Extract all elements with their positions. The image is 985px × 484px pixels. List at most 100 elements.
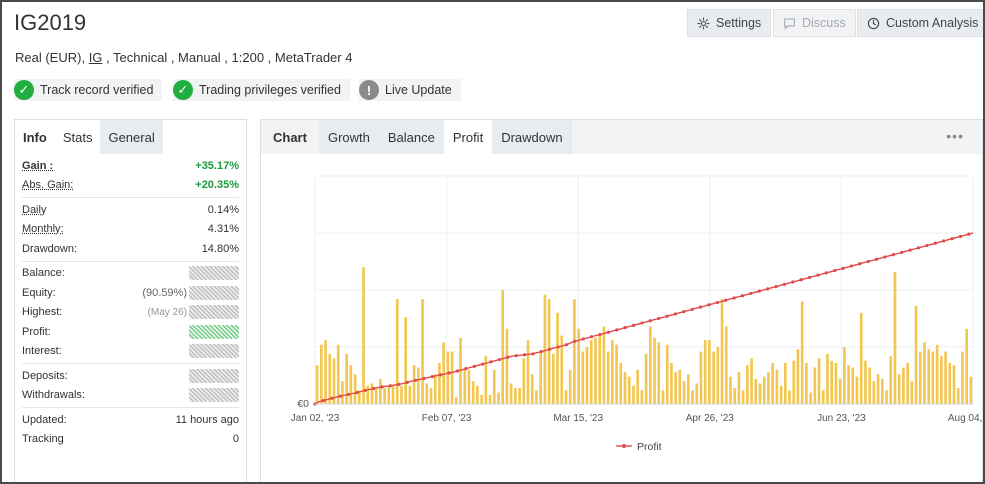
hidden-value bbox=[189, 344, 239, 359]
stat-label[interactable]: Abs. Gain: bbox=[22, 179, 74, 192]
profit-bar bbox=[906, 362, 909, 404]
profit-bar bbox=[484, 356, 488, 404]
profit-bar bbox=[830, 360, 834, 404]
trading-privileges-badge: ✓ Trading privileges verified bbox=[173, 79, 350, 101]
profit-bar bbox=[729, 376, 732, 404]
line-point bbox=[631, 323, 636, 327]
stat-label: Deposits: bbox=[22, 369, 68, 382]
profit-bar bbox=[539, 351, 542, 404]
hidden-value bbox=[189, 285, 239, 300]
stat-value: 11 hours ago bbox=[175, 413, 239, 426]
stat-row-daily: Daily 0.14% bbox=[15, 200, 246, 220]
line-point bbox=[849, 264, 854, 268]
profit-bar bbox=[501, 290, 505, 404]
profit-bar bbox=[463, 369, 467, 404]
line-point bbox=[833, 269, 837, 273]
profit-chart: €0 Jan 02, '23 Feb 07, '23 Mar 15, '23 Apr 2… bbox=[291, 175, 982, 453]
profit-bar bbox=[935, 344, 939, 404]
line-point bbox=[615, 328, 619, 332]
stat-value: 14.80% bbox=[201, 242, 239, 255]
line-point bbox=[506, 355, 510, 359]
tab-balance[interactable]: Balance bbox=[378, 120, 444, 154]
profit-bar bbox=[400, 385, 403, 404]
profit-bar bbox=[383, 388, 386, 404]
profit-bar bbox=[686, 374, 690, 404]
profit-bar bbox=[653, 337, 656, 404]
equity-percent: (90.59%) bbox=[142, 286, 187, 299]
profit-bar bbox=[674, 372, 677, 404]
line-point bbox=[824, 271, 828, 275]
tab-profit[interactable]: Profit bbox=[443, 120, 493, 154]
tab-general[interactable]: General bbox=[100, 120, 163, 154]
tab-drawdown[interactable]: Drawdown bbox=[492, 120, 572, 154]
line-point bbox=[573, 339, 577, 343]
profit-bar bbox=[893, 271, 897, 404]
profit-bar bbox=[509, 383, 513, 404]
line-point bbox=[330, 396, 334, 400]
profit-bar bbox=[615, 344, 618, 404]
profit-bar bbox=[370, 383, 374, 404]
profit-bar bbox=[788, 390, 791, 404]
divider bbox=[22, 197, 239, 198]
custom-analysis-button[interactable]: Custom Analysis bbox=[857, 9, 983, 37]
discuss-button[interactable]: Discuss bbox=[773, 9, 856, 37]
line-point bbox=[397, 382, 401, 386]
line-point bbox=[883, 255, 887, 259]
profit-bar bbox=[923, 342, 926, 404]
stat-label[interactable]: Monthly: bbox=[22, 223, 64, 236]
line-point bbox=[858, 262, 862, 266]
profit-bar bbox=[315, 365, 319, 404]
x-tick-label: Feb 07, '23 bbox=[422, 413, 472, 424]
settings-button[interactable]: Settings bbox=[687, 9, 772, 37]
stat-value: 0.14% bbox=[207, 203, 239, 216]
profit-bar bbox=[526, 340, 530, 404]
profit-bar bbox=[623, 372, 627, 404]
profit-bar bbox=[779, 385, 783, 404]
stat-label[interactable]: Daily bbox=[22, 203, 47, 216]
tab-stats[interactable]: Stats bbox=[62, 129, 93, 145]
page-title: IG2019 bbox=[14, 10, 87, 35]
line-point bbox=[455, 369, 460, 373]
profit-bar bbox=[492, 369, 496, 404]
profit-bar bbox=[805, 362, 808, 404]
line-point bbox=[623, 326, 627, 330]
line-point bbox=[581, 337, 585, 341]
line-point bbox=[321, 398, 325, 403]
tab-growth[interactable]: Growth bbox=[318, 120, 379, 154]
profit-bar bbox=[864, 360, 867, 404]
profit-bar bbox=[404, 317, 407, 404]
broker-link[interactable]: IG bbox=[88, 50, 103, 65]
profit-bar bbox=[695, 383, 699, 404]
profit-bar bbox=[429, 388, 433, 404]
line-point bbox=[841, 266, 845, 270]
profit-bar bbox=[480, 394, 483, 404]
stat-label: Updated: bbox=[22, 413, 67, 426]
profit-bar bbox=[716, 347, 720, 404]
legend-label: Profit bbox=[637, 441, 662, 453]
line-point bbox=[958, 234, 963, 239]
profit-bar bbox=[741, 390, 745, 404]
check-circle-icon: ✓ bbox=[173, 80, 193, 100]
line-point bbox=[782, 282, 787, 286]
profit-bar bbox=[543, 294, 547, 404]
chart-tabs: Chart Growth Balance Profit Drawdown bbox=[261, 120, 982, 154]
profit-bar bbox=[859, 312, 863, 404]
profit-bar bbox=[931, 351, 935, 404]
line-point bbox=[950, 237, 954, 241]
profit-bar bbox=[598, 335, 602, 404]
profit-bar bbox=[471, 381, 475, 404]
line-point bbox=[916, 246, 921, 250]
line-point bbox=[698, 305, 703, 309]
gear-icon bbox=[697, 16, 710, 30]
line-point bbox=[355, 391, 359, 395]
stat-label[interactable]: Gain : bbox=[22, 159, 54, 172]
line-point bbox=[933, 241, 937, 245]
profit-bar bbox=[619, 362, 623, 404]
tab-info[interactable]: Info bbox=[15, 120, 55, 154]
profit-bar bbox=[433, 374, 437, 404]
profit-bar bbox=[425, 383, 429, 404]
more-horizontal-icon[interactable]: ••• bbox=[946, 128, 964, 144]
subtitle-post: , Technical , Manual , 1:200 , MetaTrade… bbox=[102, 50, 353, 65]
profit-bar bbox=[881, 378, 884, 404]
line-point bbox=[942, 239, 946, 243]
